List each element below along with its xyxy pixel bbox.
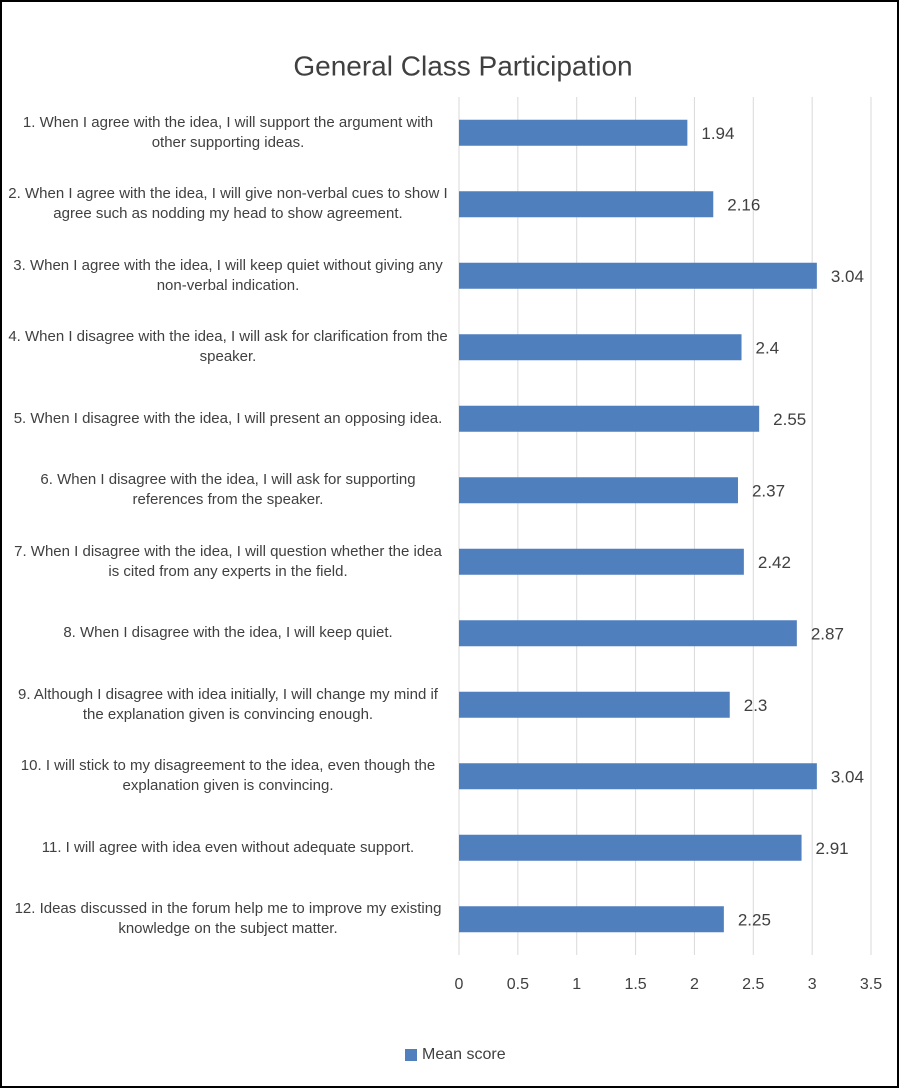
legend-label: Mean score (422, 1046, 506, 1063)
legend-swatch (405, 1049, 417, 1061)
chart-title: General Class Participation (293, 50, 632, 81)
y-tick-label: 10. I will stick to my disagreement to t… (20, 757, 436, 795)
y-tick-label: 4. When I disagree with the idea, I will… (8, 328, 448, 366)
data-label: 2.55 (773, 410, 806, 429)
data-label: 2.42 (758, 553, 791, 572)
y-tick-label: 9. Although I disagree with idea initial… (18, 685, 438, 723)
data-label: 2.3 (744, 696, 768, 715)
data-label: 2.16 (727, 196, 760, 215)
data-label: 1.94 (701, 124, 734, 143)
bar (459, 262, 817, 289)
bar (459, 691, 730, 718)
y-tick-label: 5. When I disagree with the idea, I will… (13, 409, 443, 427)
data-label: 2.37 (752, 482, 785, 501)
bar (459, 119, 688, 146)
x-tick-label: 3 (808, 976, 817, 993)
bar (459, 548, 744, 575)
bar (459, 477, 738, 504)
x-tick-label: 2 (690, 976, 699, 993)
bar (459, 834, 802, 861)
x-tick-label: 1 (572, 976, 581, 993)
data-label: 3.04 (831, 768, 864, 787)
bar (459, 763, 817, 790)
y-tick-label: 12. Ideas discussed in the forum help me… (14, 900, 442, 938)
x-tick-label: 0.5 (507, 976, 529, 993)
x-tick-label: 2.5 (742, 976, 764, 993)
y-tick-label: 6. When I disagree with the idea, I will… (40, 471, 416, 509)
y-tick-label: 8. When I disagree with the idea, I will… (63, 624, 393, 642)
y-tick-label: 2. When I agree with the idea, I will gi… (8, 185, 448, 223)
x-tick-label: 0 (455, 976, 464, 993)
data-label: 3.04 (831, 267, 864, 286)
data-label: 2.87 (811, 625, 844, 644)
bar (459, 191, 714, 218)
bar (459, 620, 797, 647)
x-tick-label: 3.5 (860, 976, 882, 993)
bar (459, 334, 742, 361)
data-label: 2.4 (756, 339, 780, 358)
x-tick-label: 1.5 (624, 976, 646, 993)
y-tick-label: 1. When I agree with the idea, I will su… (22, 113, 434, 151)
bar (459, 405, 760, 432)
y-tick-label: 7. When I disagree with the idea, I will… (14, 542, 442, 580)
y-tick-label: 11. I will agree with idea even without … (41, 838, 415, 856)
bar (459, 906, 724, 933)
data-label: 2.91 (816, 839, 849, 858)
y-tick-label: 3. When I agree with the idea, I will ke… (13, 256, 443, 294)
data-label: 2.25 (738, 911, 771, 930)
